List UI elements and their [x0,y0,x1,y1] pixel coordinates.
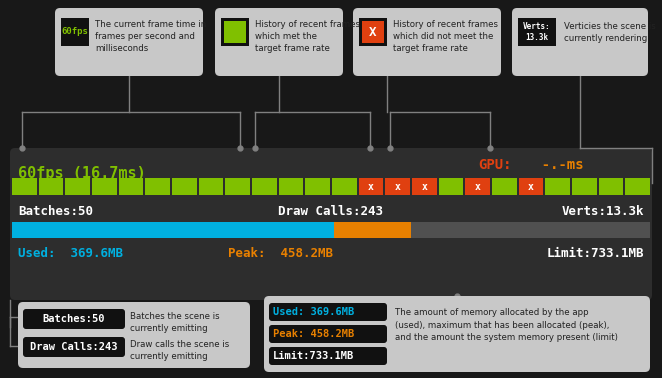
Bar [518,18,556,46]
Text: x: x [422,181,427,192]
FancyBboxPatch shape [269,325,387,343]
Bar [572,178,596,195]
Text: GPU:: GPU: [478,158,512,172]
FancyBboxPatch shape [269,347,387,365]
Text: Peak: 458.2MB: Peak: 458.2MB [273,329,354,339]
Bar [334,222,410,238]
Bar [12,178,36,195]
FancyBboxPatch shape [23,337,125,357]
Bar [412,178,437,195]
Bar [439,178,463,195]
FancyBboxPatch shape [55,8,203,76]
Bar [465,178,490,195]
Bar [225,178,250,195]
Bar [12,222,650,238]
Bar [359,178,383,195]
Bar [172,178,197,195]
FancyBboxPatch shape [62,19,88,45]
Text: Used: 369.6MB: Used: 369.6MB [273,307,354,317]
Text: Limit:733.1MB: Limit:733.1MB [547,247,644,260]
Text: The amount of memory allocated by the app
(used), maximum that has been allocate: The amount of memory allocated by the ap… [395,308,618,342]
Bar [12,222,334,238]
Bar [92,178,117,195]
Text: History of recent frames
which did not meet the
target frame rate: History of recent frames which did not m… [393,20,498,53]
FancyBboxPatch shape [18,302,250,368]
Bar [359,18,387,46]
Text: Batches:50: Batches:50 [43,314,105,324]
FancyBboxPatch shape [353,8,501,76]
Bar [61,18,89,46]
Bar [66,178,90,195]
FancyBboxPatch shape [264,296,650,372]
Text: Peak:  458.2MB: Peak: 458.2MB [228,247,332,260]
Text: Used:  369.6MB: Used: 369.6MB [18,247,123,260]
Bar [221,18,249,46]
FancyBboxPatch shape [23,309,125,329]
Bar [38,178,64,195]
Text: History of recent frames
which met the
target frame rate: History of recent frames which met the t… [255,20,360,53]
Text: x: x [475,181,481,192]
Text: Verts:13.3k: Verts:13.3k [561,205,644,218]
FancyBboxPatch shape [10,148,652,300]
FancyBboxPatch shape [512,8,648,76]
Text: X: X [369,25,377,39]
Text: Draw Calls:243: Draw Calls:243 [30,342,118,352]
Text: The current frame time in
frames per second and
milliseconds: The current frame time in frames per sec… [95,20,207,53]
Bar [626,178,650,195]
Bar [385,178,410,195]
Text: Limit:733.1MB: Limit:733.1MB [273,351,354,361]
Text: x: x [395,181,401,192]
Text: Verts:
13.3k: Verts: 13.3k [523,22,551,42]
Bar [332,178,357,195]
Bar [224,21,246,43]
Text: Draw calls the scene is
currently emitting: Draw calls the scene is currently emitti… [130,340,229,361]
Text: Verticies the scene is
currently rendering: Verticies the scene is currently renderi… [564,22,656,43]
Bar [199,178,223,195]
Bar [598,178,624,195]
Bar [118,178,144,195]
FancyBboxPatch shape [215,8,343,76]
Text: -.-ms: -.-ms [525,158,584,172]
Bar [252,178,277,195]
Text: Batches:50: Batches:50 [18,205,93,218]
Text: 60fps (16.7ms): 60fps (16.7ms) [18,166,146,181]
Text: 60fps: 60fps [62,28,89,37]
Bar [146,178,170,195]
Bar [305,178,330,195]
Text: Draw Calls:243: Draw Calls:243 [279,205,383,218]
Bar [518,178,544,195]
Text: x: x [368,181,374,192]
Bar [545,178,570,195]
Bar [362,21,384,43]
Text: Batches the scene is
currently emitting: Batches the scene is currently emitting [130,312,220,333]
FancyBboxPatch shape [269,303,387,321]
Bar [492,178,516,195]
Text: x: x [528,181,534,192]
Bar [279,178,303,195]
